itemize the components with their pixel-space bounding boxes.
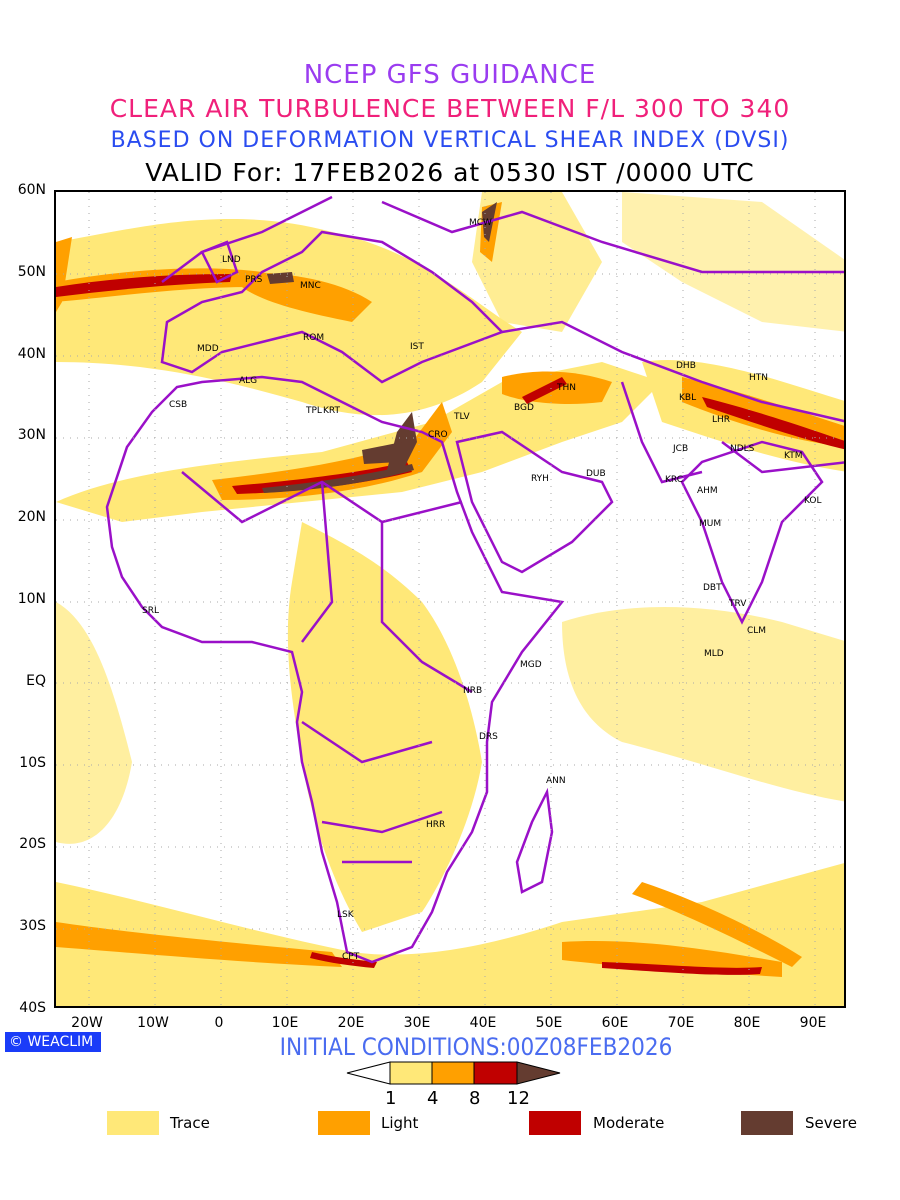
city-label: MUM [699,519,722,529]
longitude-label: 70E [667,1015,695,1031]
copyright-icon: © [9,1034,23,1050]
city-label: IST [410,342,424,352]
latitude-label: 10N [17,591,46,607]
initial-conditions: INITIAL CONDITIONS:00Z08FEB2026 [279,1033,673,1061]
longitude-label: 50E [535,1015,563,1031]
weaclim-logo: © WEACLIM [5,1032,101,1052]
latitude-label: 40S [19,1000,46,1016]
longitude-label: 10W [137,1015,169,1031]
longitude-label: 30E [403,1015,431,1031]
city-label: TPL [306,406,322,416]
severe-areas [262,202,497,493]
city-label: KTM [784,451,803,461]
colorbar-tick: 1 [385,1088,397,1109]
trace-areas [56,192,844,1006]
latitude-label: 50N [17,263,46,280]
longitude-label: 20W [71,1015,103,1031]
city-label: BGD [514,403,534,413]
logo-text: WEACLIM [27,1034,94,1050]
country-borders [105,195,844,964]
city-label: KRT [323,406,340,416]
colorbar-moderate [473,1061,518,1085]
latitude-label: 20N [17,509,46,526]
city-label: LHR [712,415,731,425]
colorbar [346,1061,561,1085]
city-label: THN [557,383,576,393]
latitude-label: 20S [19,836,46,853]
latitude-label: 30N [17,427,46,444]
city-label: KOL [804,496,822,506]
latitude-label: 30S [19,918,46,935]
legend-label: Moderate [593,1114,665,1132]
legend-swatch-moderate [529,1111,581,1135]
city-label: RYH [531,474,549,484]
city-label: NDLS [730,444,755,454]
city-label: DBT [703,583,722,593]
colorbar-light [431,1061,475,1085]
longitude-label: 80E [733,1015,761,1031]
longitude-label: 60E [601,1015,629,1031]
map-panel: MCW LND PRS MNC ROM IST MDD ALG CSB TPL KRT CRO TLV B… [54,190,846,1008]
city-label: SRL [142,606,159,616]
city-label: TRV [729,599,747,609]
city-label: LSK [337,910,354,920]
longitude-label: 90E [799,1015,827,1031]
city-label: JCB [673,444,689,454]
longitude-label: 10E [271,1015,299,1031]
colorbar-tick: 4 [427,1088,439,1109]
latitude-label: EQ [26,672,46,689]
city-label: MLD [704,649,724,659]
city-label: AHM [697,486,718,496]
city-label: DHB [676,361,696,371]
longitude-label: 20E [337,1015,365,1031]
city-label: ROM [303,333,325,343]
legend-label: Severe [805,1114,857,1132]
title-valid-time: VALID For: 17FEB2026 at 0530 IST /0000 U… [145,158,755,187]
city-label: DRS [479,732,498,742]
city-label: MDD [197,344,219,354]
legend-label: Trace [170,1114,210,1132]
title-method: BASED ON DEFORMATION VERTICAL SHEAR INDE… [110,128,790,153]
colorbar-tick: 12 [507,1088,530,1109]
city-label: PRS [245,275,263,285]
colorbar-tick: 8 [469,1088,481,1109]
city-label: HRR [426,820,446,830]
longitude-label: 40E [469,1015,497,1031]
city-label: KRC [665,475,683,485]
city-label: CRO [428,430,448,440]
title-product: CLEAR AIR TURBULENCE BETWEEN F/L 300 TO … [109,94,791,123]
city-label: TLV [454,412,470,422]
city-label: LND [222,255,241,265]
moderate-areas [56,274,844,975]
colorbar-severe-arrow [516,1061,561,1085]
latitude-label: 60N [17,182,46,198]
longitude-label: 0 [214,1015,224,1031]
city-label: CPT [342,952,360,962]
city-label: MCW [469,218,492,228]
colorbar-trace [389,1061,433,1085]
city-label: NRB [463,686,483,696]
city-label: MNC [300,281,321,291]
city-label: ANN [546,776,566,786]
city-label: KBL [679,393,697,403]
legend-label: Light [381,1114,419,1132]
city-label: MGD [520,660,542,670]
city-label: CSB [169,400,188,410]
city-label: HTN [749,373,768,383]
legend-swatch-light [318,1111,370,1135]
latitude-label: 10S [19,754,46,771]
title-model: NCEP GFS GUIDANCE [303,60,597,90]
city-label: CLM [747,626,767,636]
colorbar-under-arrow [346,1061,391,1085]
city-label: ALG [239,376,258,386]
legend-swatch-trace [107,1111,159,1135]
latitude-label: 40N [17,345,46,362]
map-layer [56,192,844,1006]
legend-swatch-severe [741,1111,793,1135]
city-label: DUB [586,469,606,479]
